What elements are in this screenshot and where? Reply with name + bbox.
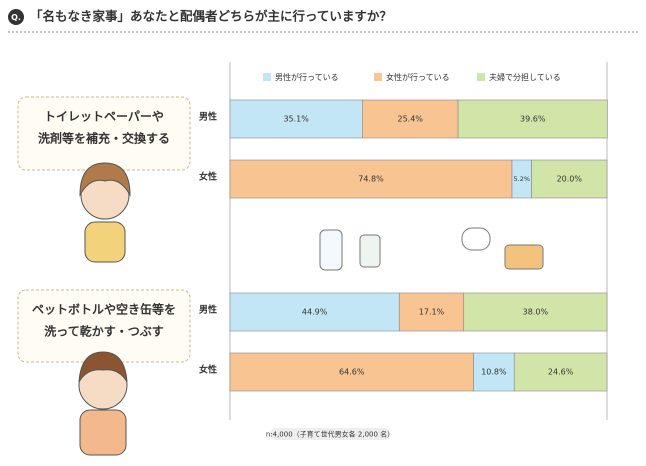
value-label: 5.2% xyxy=(514,175,531,183)
group-label: 洗剤等を補充・交換する xyxy=(38,131,170,146)
group-label: トイレットペーパーや xyxy=(44,110,164,124)
q-icon xyxy=(8,9,24,25)
value-label: 35.1% xyxy=(283,115,309,124)
legend-swatch xyxy=(263,73,271,81)
row-label: 女性 xyxy=(199,171,217,183)
row-label: 男性 xyxy=(199,111,217,123)
note: n:4,000（子育て世代男女各 2,000 名） xyxy=(266,430,394,439)
bar-segment xyxy=(473,352,515,392)
legend-label: 男性が行っている xyxy=(275,72,339,82)
note-bg xyxy=(270,428,390,440)
bar-segment xyxy=(229,352,474,392)
value-label: 44.9% xyxy=(302,308,328,317)
chart-title: 「名もなき家事」あなたと配偶者どちらが主に行っていますか？ xyxy=(30,9,392,24)
value-label: 25.4% xyxy=(397,115,423,124)
value-label: 17.1% xyxy=(419,308,445,317)
legend-label: 夫婦で分担している xyxy=(489,72,561,82)
bar-segment xyxy=(463,292,608,332)
value-label: 38.0% xyxy=(523,308,549,317)
group-label: 洗って乾かす・つぶす xyxy=(44,324,163,339)
bar-segment xyxy=(229,99,363,139)
bar-segment xyxy=(457,99,608,139)
illustration xyxy=(78,162,544,456)
value-label: 64.6% xyxy=(339,368,365,377)
legend-swatch xyxy=(374,73,382,81)
legend-label: 女性が行っている xyxy=(386,72,450,82)
bar-segment xyxy=(229,159,513,199)
row-label: 女性 xyxy=(199,364,217,376)
bar-segment xyxy=(513,352,608,392)
row-label: 男性 xyxy=(199,304,217,316)
bar-segment xyxy=(531,159,608,199)
bar-segment xyxy=(398,292,465,332)
value-label: 24.6% xyxy=(548,368,574,377)
group-box xyxy=(17,289,191,363)
value-label: 39.6% xyxy=(520,115,546,124)
value-label: 74.8% xyxy=(358,175,384,184)
legend-swatch xyxy=(477,73,485,81)
bar-segment xyxy=(229,292,400,332)
q-mark: Q. xyxy=(11,13,21,22)
value-label: 20.0% xyxy=(557,175,583,184)
value-label: 10.8% xyxy=(481,368,507,377)
group-label: ペットボトルや空き缶等を xyxy=(32,302,176,317)
